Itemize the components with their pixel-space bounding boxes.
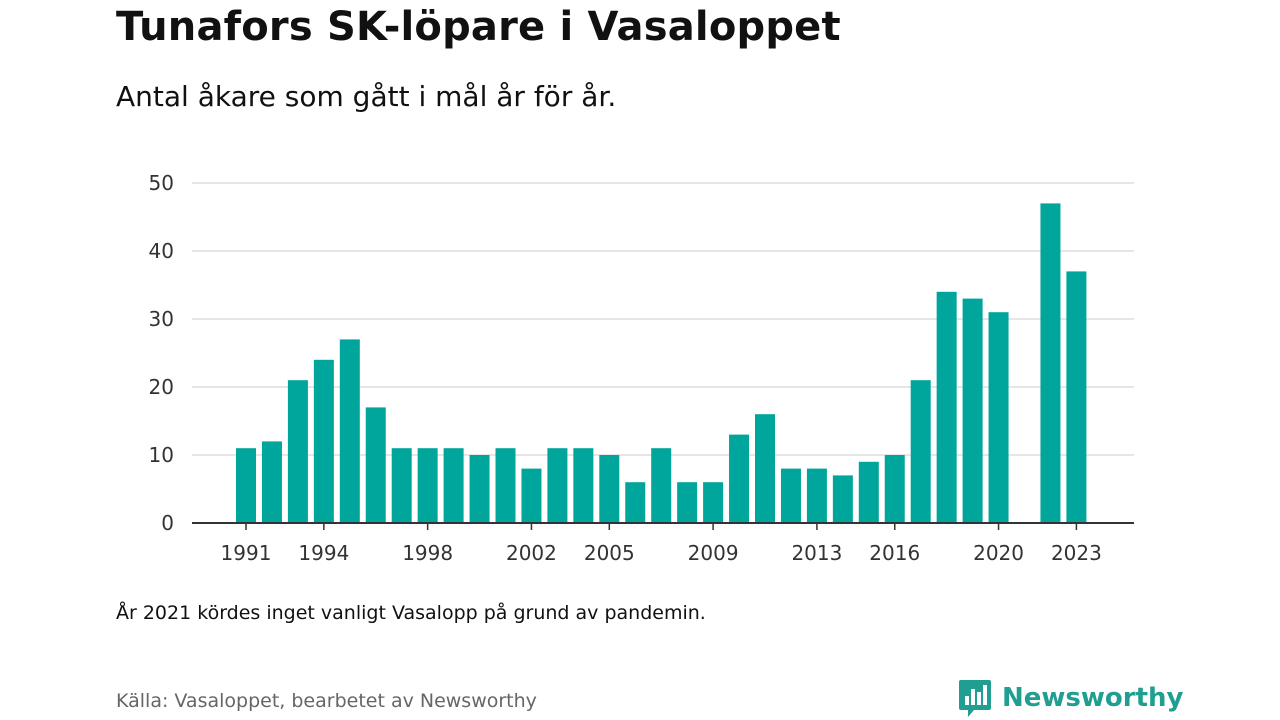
y-tick-label: 10: [149, 443, 174, 467]
bar-2011: [755, 414, 775, 523]
brand-name: Newsworthy: [1002, 683, 1184, 713]
bar-1992: [261, 441, 282, 523]
y-tick-label: 20: [149, 375, 174, 399]
bar-2013: [806, 468, 827, 523]
bar-2006: [625, 482, 646, 523]
bar-2023: [1066, 271, 1087, 523]
bar-2000: [469, 455, 490, 523]
chart-note: År 2021 kördes inget vanligt Vasalopp på…: [116, 602, 706, 624]
x-tick-label: 2005: [584, 541, 635, 565]
y-tick-label: 30: [149, 307, 174, 331]
chart-title: Tunafors SK-löpare i Vasaloppet: [116, 4, 841, 50]
bar-1996: [365, 407, 386, 523]
x-tick-label: 2013: [791, 541, 842, 565]
bar-2012: [780, 468, 801, 523]
source-text: Källa: Vasaloppet, bearbetet av Newswort…: [116, 690, 537, 712]
bar-1993: [287, 380, 308, 523]
bar-2008: [677, 482, 698, 523]
x-tick-label: 2016: [869, 541, 920, 565]
bar-1999: [443, 448, 464, 523]
bar-2019: [962, 298, 983, 523]
bar-2001: [495, 448, 516, 523]
y-tick-label: 40: [149, 239, 174, 263]
bar-2009: [703, 482, 724, 523]
x-tick-label: 1994: [298, 541, 349, 565]
x-tick-label: 1998: [402, 541, 453, 565]
x-tick-label: 2002: [506, 541, 557, 565]
bar-2022: [1040, 203, 1061, 523]
bar-2007: [651, 448, 672, 523]
newsworthy-logo: Newsworthy: [958, 678, 1183, 718]
bar-1994: [313, 359, 334, 523]
bar-2017: [910, 380, 931, 523]
bar-2018: [936, 291, 957, 523]
bar-1997: [391, 448, 412, 523]
bar-2002: [521, 468, 542, 523]
bar-2010: [729, 434, 750, 523]
bar-2015: [858, 461, 879, 523]
y-tick-label: 0: [161, 511, 174, 535]
newsworthy-chart-bubble-icon: [959, 680, 991, 717]
bar-2004: [573, 448, 594, 523]
x-tick-label: 2009: [688, 541, 739, 565]
bar-1995: [339, 339, 360, 523]
bar-1998: [417, 448, 438, 523]
bar-2005: [599, 455, 620, 523]
x-tick-label: 2020: [973, 541, 1024, 565]
bar-2003: [547, 448, 568, 523]
bar-1991: [236, 448, 256, 523]
x-tick-label: 2023: [1051, 541, 1102, 565]
x-tick-label: 1991: [221, 541, 272, 565]
y-tick-label: 50: [149, 171, 174, 195]
chart-subtitle: Antal åkare som gått i mål år för år.: [116, 80, 617, 113]
bar-2016: [884, 455, 905, 523]
bar-2020: [988, 312, 1009, 523]
bar-2014: [832, 475, 853, 523]
